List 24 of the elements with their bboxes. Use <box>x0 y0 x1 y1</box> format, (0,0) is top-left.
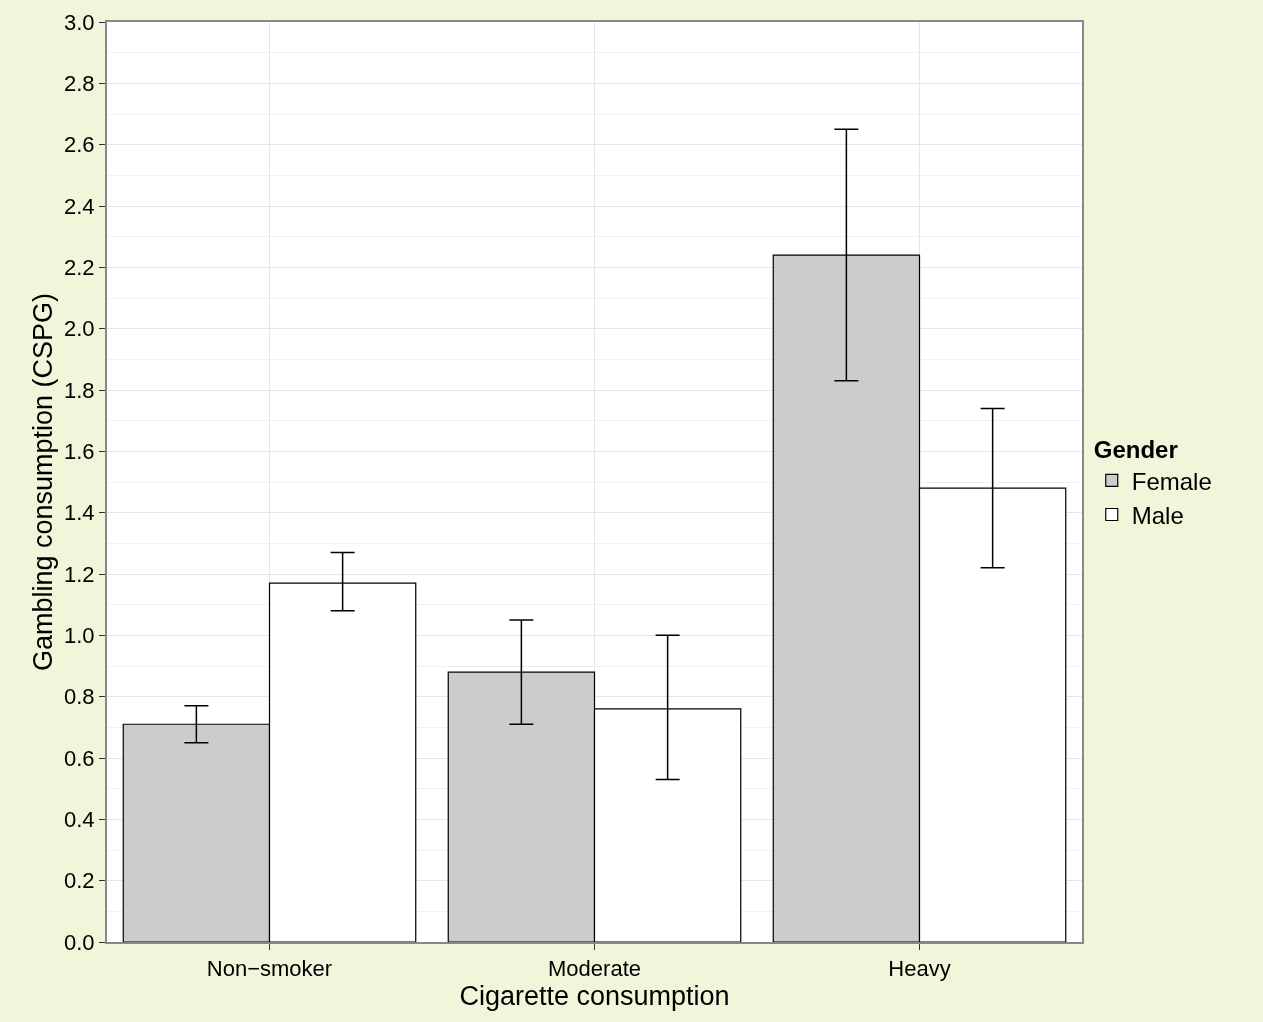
x-tick-label: Non−smoker <box>206 956 333 982</box>
y-tick-label: 2.2 <box>64 255 95 281</box>
y-axis-title: Gambling consumption (CSPG) <box>27 292 58 672</box>
y-tick-label: 1.0 <box>64 623 95 649</box>
y-tick-label: 2.8 <box>64 71 95 97</box>
legend-label: Female <box>1131 467 1212 495</box>
y-tick-label: 2.6 <box>64 132 95 158</box>
y-tick-label: 0.4 <box>64 807 95 833</box>
y-tick-label: 1.8 <box>64 377 95 403</box>
y-tick-label: 1.4 <box>64 500 95 526</box>
y-tick-label: 0.2 <box>64 868 95 894</box>
y-tick-label: 0.0 <box>64 929 95 955</box>
y-tick-label: 2.0 <box>64 316 95 342</box>
y-tick-label: 1.2 <box>64 561 95 587</box>
y-tick-label: 1.6 <box>64 439 95 465</box>
y-tick-label: 0.8 <box>64 684 95 710</box>
x-tick-label: Moderate <box>548 956 641 982</box>
legend-label: Male <box>1131 501 1184 529</box>
x-axis-title: Cigarette consumption <box>459 981 730 1012</box>
y-tick-label: 0.6 <box>64 745 95 771</box>
y-tick-label: 2.4 <box>64 193 95 219</box>
y-tick-label: 3.0 <box>64 9 95 35</box>
x-tick-label: Heavy <box>888 956 951 982</box>
legend-title: Gender <box>1093 436 1178 464</box>
